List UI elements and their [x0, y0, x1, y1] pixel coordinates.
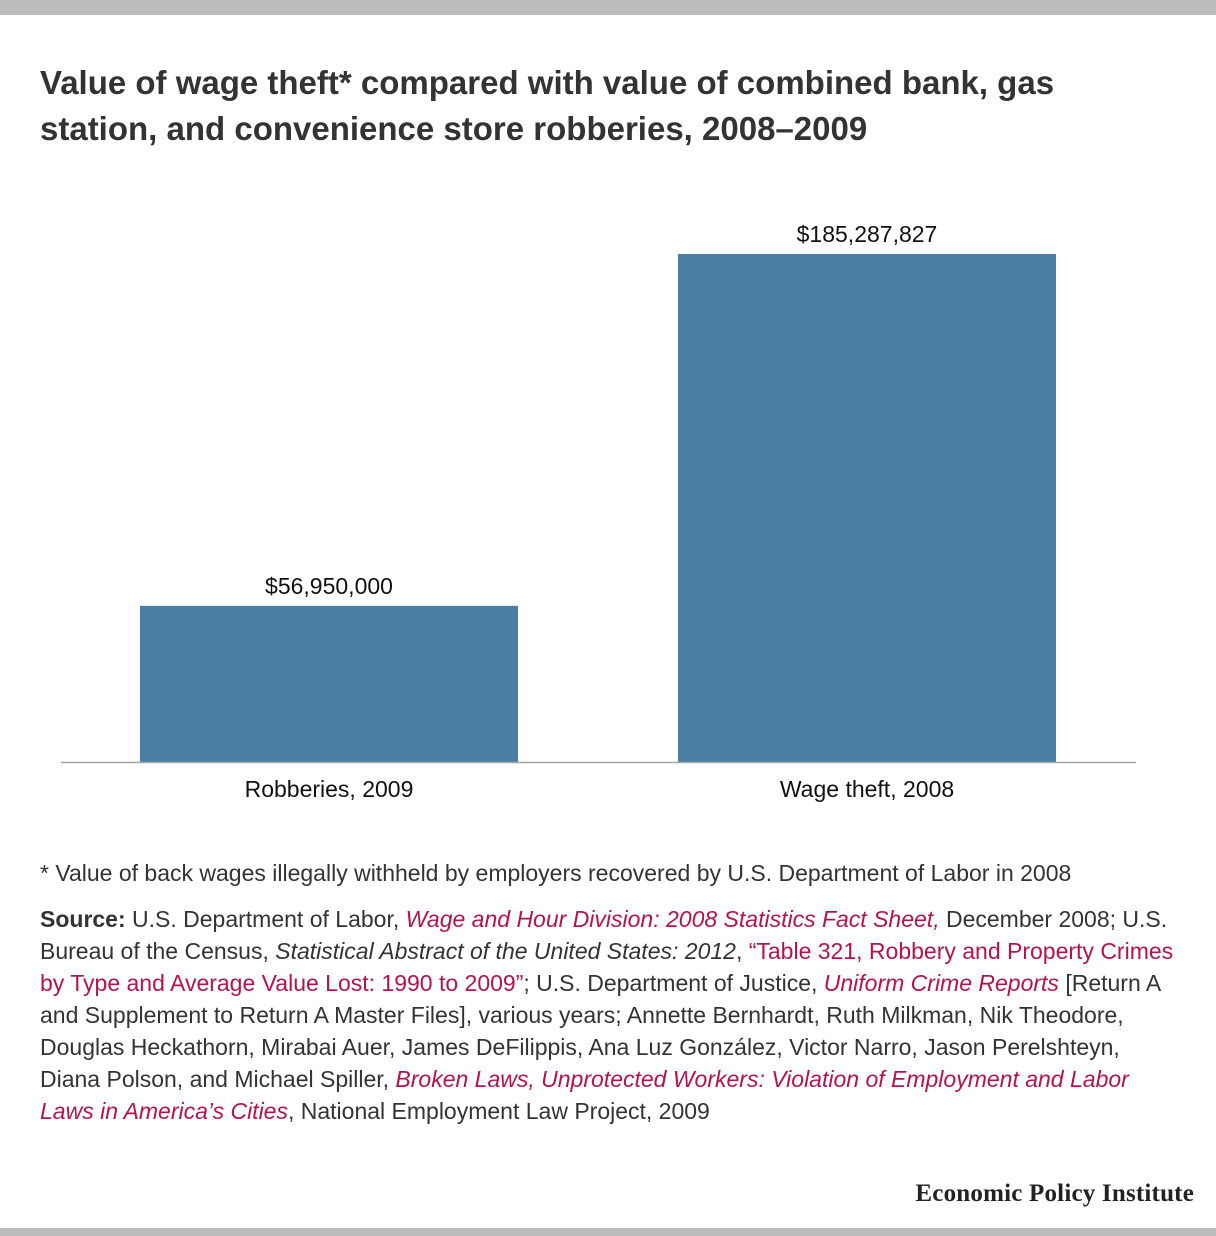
source-text-3: ,	[735, 938, 749, 964]
source-text-4: ; U.S. Department of Justice,	[523, 970, 824, 996]
epi-logo: Economic Policy Institute	[915, 1180, 1194, 1207]
data-label-1: $56,950,000	[265, 573, 393, 599]
footnote: * Value of back wages illegally withheld…	[40, 860, 1072, 886]
source-link-uniform-crime[interactable]: Uniform Crime Reports	[823, 970, 1059, 996]
category-label-2: Wage theft, 2008	[780, 776, 954, 802]
source-link-broken-laws[interactable]: Broken Laws, Unprotected Workers: Violat…	[40, 1066, 1129, 1124]
source-label: Source:	[40, 906, 126, 932]
bar-1	[140, 605, 518, 762]
chart-title: Value of wage theft* compared with value…	[40, 64, 1055, 147]
source-text-1: U.S. Department of Labor,	[125, 906, 406, 932]
bar-2	[678, 254, 1056, 762]
source-text-5: [Return A and Supplement to Return A Mas…	[40, 970, 1160, 1092]
chart-svg: $56,950,000 Robberies, 2009 $185,287,827 Wa…	[61, 221, 1136, 802]
source-statistical-abstract: Statistical Abstract of the United State…	[275, 938, 736, 964]
category-label-1: Robberies, 2009	[245, 776, 414, 802]
source-link-wage-hour[interactable]: Wage and Hour Division: 2008 Statistics …	[405, 906, 940, 932]
top-rule	[0, 0, 1216, 15]
source-note: Source: U.S. Department of Labor, Wage a…	[40, 903, 1180, 1127]
bar-chart: $56,950,000 Robberies, 2009 $185,287,827 Wa…	[0, 200, 1216, 820]
source-link-table-321[interactable]: “Table 321, Robbery and Property Crimes …	[40, 938, 1174, 996]
source-text-6: , National Employment Law Project, 2009	[287, 1098, 710, 1124]
source-text-2: December 2008; U.S. Bureau of the Census…	[40, 906, 1168, 964]
bottom-rule	[0, 1228, 1216, 1236]
data-label-2: $185,287,827	[797, 221, 938, 247]
